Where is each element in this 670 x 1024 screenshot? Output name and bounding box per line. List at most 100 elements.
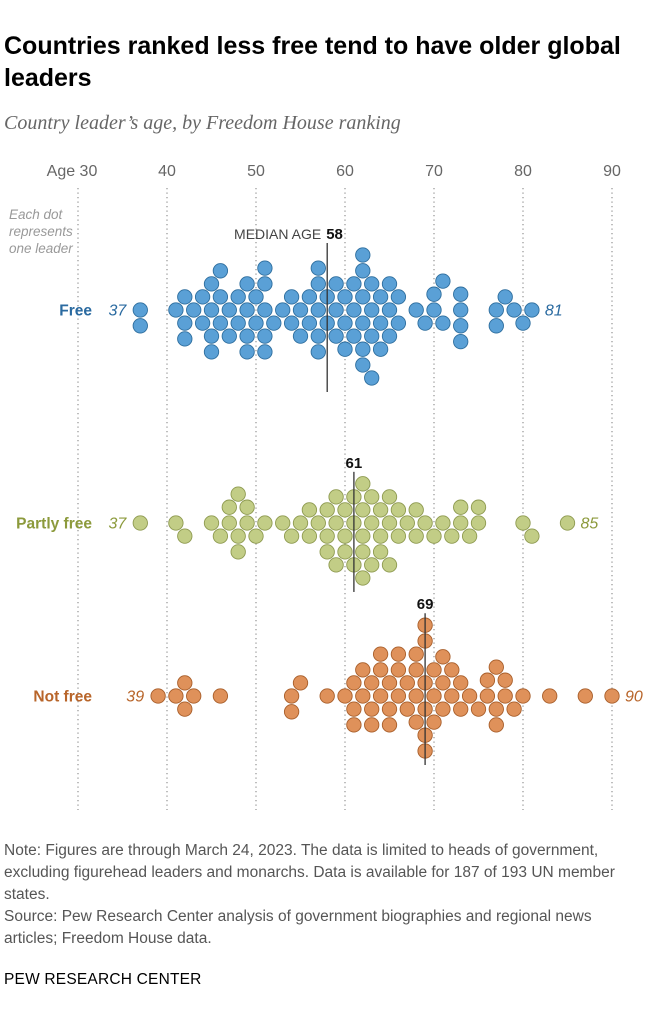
data-point — [355, 662, 371, 678]
dot-legend-note: Each dot — [9, 207, 64, 222]
data-point — [239, 276, 255, 292]
data-point — [372, 544, 389, 560]
data-point — [426, 302, 442, 318]
data-point — [488, 318, 504, 334]
data-point — [390, 528, 407, 544]
data-point — [186, 302, 202, 318]
data-point — [283, 289, 300, 305]
data-point — [283, 704, 300, 720]
beeswarm-chart: Age 30 40 50 60 70 80 90 Each dot represents one … — [9, 163, 643, 810]
data-point — [426, 662, 442, 678]
note-text: Note: Figures are through March 24, 2023… — [4, 842, 615, 903]
data-point — [381, 489, 398, 505]
data-point — [408, 662, 424, 678]
data-point — [381, 675, 398, 691]
data-point — [435, 515, 451, 531]
max-value-label: 81 — [545, 303, 563, 320]
data-point — [221, 328, 237, 344]
x-tick-label: Age 30 — [47, 163, 98, 180]
data-point — [435, 649, 451, 665]
data-point — [488, 659, 504, 675]
data-point — [292, 302, 309, 318]
data-point — [408, 714, 424, 730]
data-point — [177, 331, 193, 347]
data-point — [435, 315, 451, 331]
x-tick-label: 60 — [336, 163, 354, 180]
data-point — [275, 515, 291, 531]
data-point — [453, 499, 469, 515]
data-point — [426, 528, 442, 544]
data-point — [310, 302, 326, 318]
data-point — [470, 515, 487, 531]
data-point — [355, 341, 371, 357]
data-point — [337, 341, 353, 357]
data-point — [301, 528, 318, 544]
data-point — [355, 502, 371, 518]
data-point — [453, 701, 469, 717]
x-tick-label: 70 — [425, 163, 443, 180]
data-point — [408, 646, 424, 662]
data-point — [177, 289, 193, 305]
data-point — [355, 289, 371, 305]
data-point — [283, 315, 300, 331]
median-value-label: 58 — [326, 226, 343, 243]
data-point — [212, 528, 229, 544]
x-tick-label: 80 — [514, 163, 532, 180]
data-point — [390, 688, 407, 704]
data-point — [328, 276, 344, 292]
data-point — [230, 289, 246, 305]
data-point — [132, 302, 148, 318]
data-point — [328, 328, 344, 344]
data-point — [479, 688, 496, 704]
note-block: Note: Figures are through March 24, 2023… — [4, 840, 644, 950]
data-point — [453, 286, 469, 302]
data-point — [355, 357, 371, 373]
data-point — [372, 646, 389, 662]
data-point — [488, 701, 504, 717]
data-point — [453, 675, 469, 691]
min-value-label: 37 — [109, 516, 128, 533]
data-point — [408, 302, 424, 318]
data-point — [275, 302, 291, 318]
pew-logo-text: PEW RESEARCH CENTER — [4, 971, 202, 988]
data-point — [310, 328, 326, 344]
median-age-label: MEDIAN AGE — [234, 226, 321, 242]
data-point — [346, 328, 362, 344]
data-point — [453, 302, 469, 318]
data-point — [221, 515, 237, 531]
data-point — [604, 688, 620, 704]
data-point — [364, 717, 380, 733]
data-point — [337, 528, 353, 544]
data-point — [301, 502, 318, 518]
data-point — [470, 499, 487, 515]
data-point — [203, 344, 220, 360]
data-point — [346, 302, 362, 318]
data-point — [355, 476, 371, 492]
data-point — [292, 675, 309, 691]
data-point — [212, 688, 229, 704]
category-label: Not free — [33, 689, 92, 706]
data-point — [577, 688, 593, 704]
data-point — [337, 315, 353, 331]
data-point — [399, 701, 415, 717]
data-point — [168, 302, 184, 318]
data-point — [239, 344, 255, 360]
data-point — [372, 528, 389, 544]
data-point — [453, 515, 469, 531]
data-point — [497, 688, 513, 704]
data-point — [355, 247, 371, 263]
dot-legend-note: one leader — [9, 241, 73, 256]
data-point — [364, 701, 380, 717]
data-point — [194, 315, 211, 331]
data-point — [524, 528, 540, 544]
data-point — [328, 489, 344, 505]
data-point — [186, 688, 202, 704]
data-point — [239, 499, 255, 515]
data-point — [364, 328, 380, 344]
data-point — [212, 263, 229, 279]
chart-title: Countries ranked less free tend to have … — [4, 32, 621, 92]
data-point — [257, 260, 273, 276]
data-point — [239, 302, 255, 318]
data-point — [435, 273, 451, 289]
x-tick-label: 40 — [158, 163, 176, 180]
